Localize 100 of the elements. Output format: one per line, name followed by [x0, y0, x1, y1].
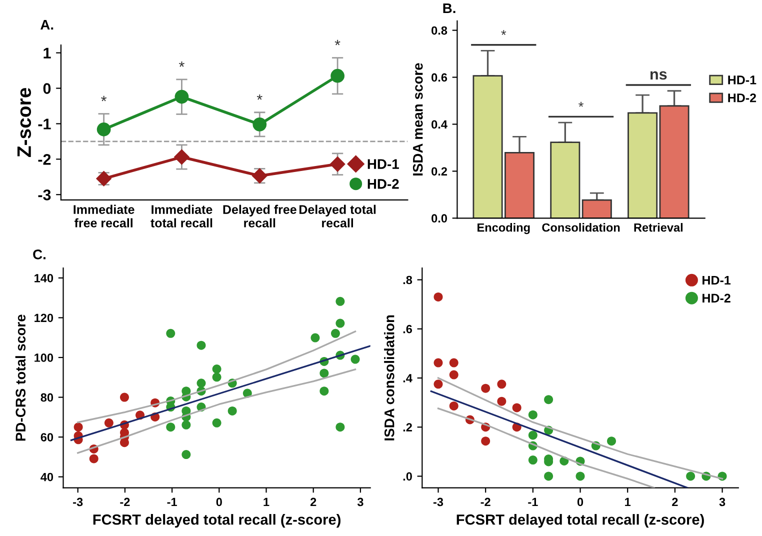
point: [330, 328, 340, 338]
y-axis-title: Z-score: [17, 88, 32, 158]
bar: [628, 112, 658, 218]
point: [212, 418, 222, 428]
annotation: *: [256, 94, 262, 100]
x-tick-label: -1: [167, 498, 177, 506]
y-tick-label: 100: [34, 354, 54, 362]
y-tick-label: 0.0: [432, 214, 447, 223]
point: [182, 450, 191, 460]
chart-title: A.: [40, 20, 54, 30]
x-tick-label: -3: [73, 498, 83, 506]
point: [481, 384, 490, 393]
point: [74, 422, 83, 432]
y-tick-label: .0: [403, 472, 412, 481]
x-tick-label: Immediate free recall: [74, 204, 134, 228]
annotation: *: [101, 96, 107, 102]
y-tick-label: 140: [34, 274, 54, 282]
x-axis-title: FCSRT delayed total recall (z-score): [456, 514, 704, 528]
x-tick-label: 3: [719, 498, 726, 506]
point: [252, 117, 267, 132]
point: [434, 292, 443, 302]
x-tick-label: -1: [528, 498, 538, 506]
legend-label: HD-2: [728, 93, 756, 102]
point: [96, 122, 111, 136]
chart-title: C.: [33, 250, 46, 260]
point: [330, 68, 344, 83]
y-tick-label: 120: [34, 314, 54, 322]
point: [336, 422, 345, 432]
point: [182, 420, 191, 430]
y-tick-label: 0.6: [432, 73, 448, 82]
bar: [550, 142, 580, 218]
point: [576, 472, 585, 481]
point: [350, 354, 360, 364]
x-tick-label: Delayed total recall: [299, 204, 376, 228]
y-tick-label: 40: [40, 472, 54, 482]
x-tick-label: Immediate total recall: [150, 204, 212, 228]
point: [544, 395, 554, 404]
point: [166, 328, 176, 338]
point: [544, 472, 554, 481]
legend-label: HD-1: [702, 276, 731, 285]
point: [528, 456, 538, 465]
y-tick-label: 80: [40, 393, 54, 402]
point: [104, 418, 114, 428]
point: [166, 422, 176, 432]
line-series: [437, 408, 655, 488]
y-tick-label: 0: [43, 83, 51, 94]
point: [120, 392, 129, 402]
x-axis-title: FCSRT delayed total recall (z-score): [93, 514, 340, 528]
y-tick-label: 0.4: [432, 120, 448, 129]
y-tick-label: 0.8: [432, 26, 448, 35]
x-tick-label: 1: [625, 498, 631, 506]
point: [497, 380, 506, 389]
legend-label: HD-1: [368, 159, 399, 169]
y-tick-label: 60: [40, 433, 54, 442]
point: [686, 472, 696, 481]
y-axis-title: ISDA mean score: [412, 63, 423, 176]
x-tick-label: Delayed free recall: [223, 204, 296, 228]
point: [174, 90, 189, 104]
annotation: *: [578, 102, 584, 107]
point: [196, 340, 206, 350]
y-tick-label: -3: [38, 189, 51, 200]
point: [330, 156, 346, 172]
point: [196, 378, 206, 388]
x-tick-label: Consolidation: [542, 223, 620, 232]
point: [434, 380, 443, 389]
point: [310, 333, 320, 342]
point: [174, 149, 190, 165]
legend-label: HD-1: [728, 76, 756, 84]
point: [336, 296, 345, 306]
annotation: ns: [650, 71, 667, 80]
point: [512, 403, 522, 412]
x-tick-label: 2: [310, 498, 316, 506]
annotation: *: [501, 30, 506, 35]
y-tick-label: 1: [44, 48, 51, 58]
y-tick-label: -1: [38, 118, 51, 130]
annotation: *: [178, 61, 184, 67]
y-axis-title: PD-CRS total score: [15, 314, 26, 441]
y-tick-label: -2: [38, 154, 51, 165]
point: [89, 454, 98, 464]
point: [434, 358, 443, 368]
y-tick-label: 0.2: [432, 167, 448, 176]
legend-label: HD-2: [368, 179, 399, 189]
point: [528, 410, 538, 420]
point: [449, 358, 458, 368]
y-tick-label: .6: [403, 324, 412, 334]
legend-label: HD-2: [702, 294, 730, 302]
y-tick-label: .2: [403, 423, 412, 432]
line-series: [77, 368, 356, 454]
point: [449, 370, 458, 380]
x-tick-label: 0: [577, 498, 584, 506]
point: [336, 318, 345, 328]
point: [228, 406, 237, 416]
x-tick-label: 1: [264, 498, 270, 506]
y-axis-title: ISDA consolidation: [384, 315, 394, 440]
x-tick-label: 2: [672, 498, 678, 506]
y-tick-label: .8: [403, 276, 412, 284]
x-tick-label: -2: [480, 498, 490, 506]
point: [497, 396, 506, 406]
bar: [582, 199, 612, 218]
x-tick-label: 0: [216, 498, 222, 506]
